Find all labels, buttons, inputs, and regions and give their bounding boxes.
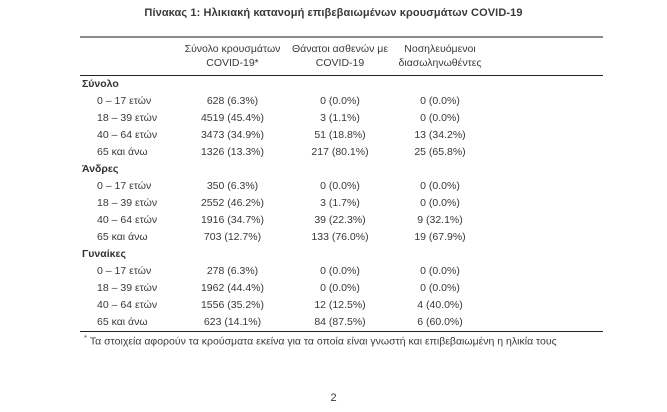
page-number: 2 [330, 392, 337, 404]
cases-value: 1962 (44.4%) [200, 282, 265, 294]
covid-age-distribution-table: Σύνολο κρουσμάτων COVID-19* Θάνατοι ασθε… [80, 36, 603, 332]
cases-value: 703 (12.7%) [203, 231, 262, 243]
section-header-total: Σύνολο [80, 76, 603, 93]
cases-value: 623 (14.1%) [203, 316, 262, 328]
intubated-value: 25 (65.8%) [414, 146, 466, 158]
table-row: 18 – 39 ετών 2552 (46.2%) 3 (1.7%) 0 (0.… [80, 195, 603, 212]
intubated-value: 0 (0.0%) [420, 95, 460, 107]
deaths-value: 12 (12.5%) [314, 299, 366, 311]
cases-value: 278 (6.3%) [206, 265, 259, 277]
deaths-value: 0 (0.0%) [320, 180, 360, 192]
table-row: 40 – 64 ετών 1916 (34.7%) 39 (22.3%) 9 (… [80, 212, 603, 229]
table-row: 0 – 17 ετών 350 (6.3%) 0 (0.0%) 0 (0.0%) [80, 178, 603, 195]
column-header-total-cases: Σύνολο κρουσμάτων COVID-19* [175, 42, 290, 70]
column-header-line: Σύνολο κρουσμάτων [184, 43, 281, 55]
table-row: 65 και άνω 623 (14.1%) 84 (87.5%) 6 (60.… [80, 314, 603, 331]
section-header-men: Άνδρες [80, 161, 603, 178]
cases-value: 1326 (13.3%) [200, 146, 265, 158]
column-header-line: Θάνατοι ασθενών με [291, 43, 389, 55]
deaths-value: 51 (18.8%) [314, 129, 366, 141]
intubated-value: 4 (40.0%) [417, 299, 463, 311]
cases-value: 1556 (35.2%) [200, 299, 265, 311]
column-header-line: COVID-19 [315, 57, 365, 69]
intubated-value: 0 (0.0%) [420, 197, 460, 209]
footnote-text: Τα στοιχεία αφορούν τα κρούσματα εκείνα … [89, 335, 557, 348]
cases-value: 3473 (34.9%) [200, 129, 265, 141]
section-label: Σύνολο [82, 78, 119, 90]
column-header-line: Νοσηλευόμενοι [404, 43, 476, 55]
section-header-women: Γυναίκες [80, 246, 603, 263]
deaths-value: 3 (1.1%) [320, 112, 360, 124]
age-group-label: 65 και άνω [97, 146, 148, 158]
column-header-line: διασωληνωθέντες [398, 57, 482, 69]
intubated-value: 0 (0.0%) [420, 282, 460, 294]
age-group-label: 40 – 64 ετών [97, 129, 158, 141]
deaths-value: 0 (0.0%) [320, 265, 360, 277]
intubated-value: 0 (0.0%) [420, 180, 460, 192]
table-header-row: Σύνολο κρουσμάτων COVID-19* Θάνατοι ασθε… [80, 38, 603, 76]
age-group-label: 65 και άνω [97, 316, 148, 328]
footnote-asterisk: * [84, 333, 87, 342]
column-header-intubated: Νοσηλευόμενοι διασωληνωθέντες [390, 42, 490, 70]
age-group-label: 0 – 17 ετών [97, 265, 152, 277]
age-group-label: 18 – 39 ετών [97, 282, 158, 294]
intubated-value: 9 (32.1%) [417, 214, 463, 226]
age-group-label: 0 – 17 ετών [97, 95, 152, 107]
cases-value: 2552 (46.2%) [200, 197, 265, 209]
deaths-value: 39 (22.3%) [314, 214, 366, 226]
table-row: 18 – 39 ετών 1962 (44.4%) 0 (0.0%) 0 (0.… [80, 280, 603, 297]
table-row: 65 και άνω 703 (12.7%) 133 (76.0%) 19 (6… [80, 229, 603, 246]
intubated-value: 0 (0.0%) [420, 112, 460, 124]
age-group-label: 65 και άνω [97, 231, 148, 243]
table-row: 65 και άνω 1326 (13.3%) 217 (80.1%) 25 (… [80, 144, 603, 161]
table-row: 18 – 39 ετών 4519 (45.4%) 3 (1.1%) 0 (0.… [80, 110, 603, 127]
table-row: 40 – 64 ετών 1556 (35.2%) 12 (12.5%) 4 (… [80, 297, 603, 314]
table-caption: Πίνακας 1: Ηλικιακή κατανομή επιβεβαιωμέ… [144, 7, 523, 19]
deaths-value: 217 (80.1%) [311, 146, 369, 158]
intubated-value: 19 (67.9%) [414, 231, 466, 243]
age-group-label: 40 – 64 ετών [97, 214, 158, 226]
column-header-deaths: Θάνατοι ασθενών με COVID-19 [290, 42, 390, 70]
age-group-label: 40 – 64 ετών [97, 299, 158, 311]
section-label: Άνδρες [82, 163, 119, 175]
table-body: Σύνολο 0 – 17 ετών 628 (6.3%) 0 (0.0%) 0… [80, 76, 603, 332]
cases-value: 1916 (34.7%) [200, 214, 265, 226]
cases-value: 628 (6.3%) [206, 95, 259, 107]
deaths-value: 0 (0.0%) [320, 282, 360, 294]
table-footnote: * Τα στοιχεία αφορούν τα κρούσματα εκείνα… [84, 331, 603, 349]
column-header-line: COVID-19* [206, 57, 259, 69]
table-row: 40 – 64 ετών 3473 (34.9%) 51 (18.8%) 13 … [80, 127, 603, 144]
age-group-label: 18 – 39 ετών [97, 197, 158, 209]
table-row: 0 – 17 ετών 278 (6.3%) 0 (0.0%) 0 (0.0%) [80, 263, 603, 280]
deaths-value: 3 (1.7%) [320, 197, 360, 209]
section-label: Γυναίκες [82, 248, 126, 260]
intubated-value: 6 (60.0%) [417, 316, 463, 328]
cases-value: 350 (6.3%) [206, 180, 259, 192]
deaths-value: 84 (87.5%) [314, 316, 366, 328]
deaths-value: 0 (0.0%) [320, 95, 360, 107]
age-group-label: 0 – 17 ετών [97, 180, 152, 192]
table-row: 0 – 17 ετών 628 (6.3%) 0 (0.0%) 0 (0.0%) [80, 93, 603, 110]
intubated-value: 0 (0.0%) [420, 265, 460, 277]
cases-value: 4519 (45.4%) [200, 112, 265, 124]
deaths-value: 133 (76.0%) [311, 231, 369, 243]
age-group-label: 18 – 39 ετών [97, 112, 158, 124]
intubated-value: 13 (34.2%) [414, 129, 466, 141]
